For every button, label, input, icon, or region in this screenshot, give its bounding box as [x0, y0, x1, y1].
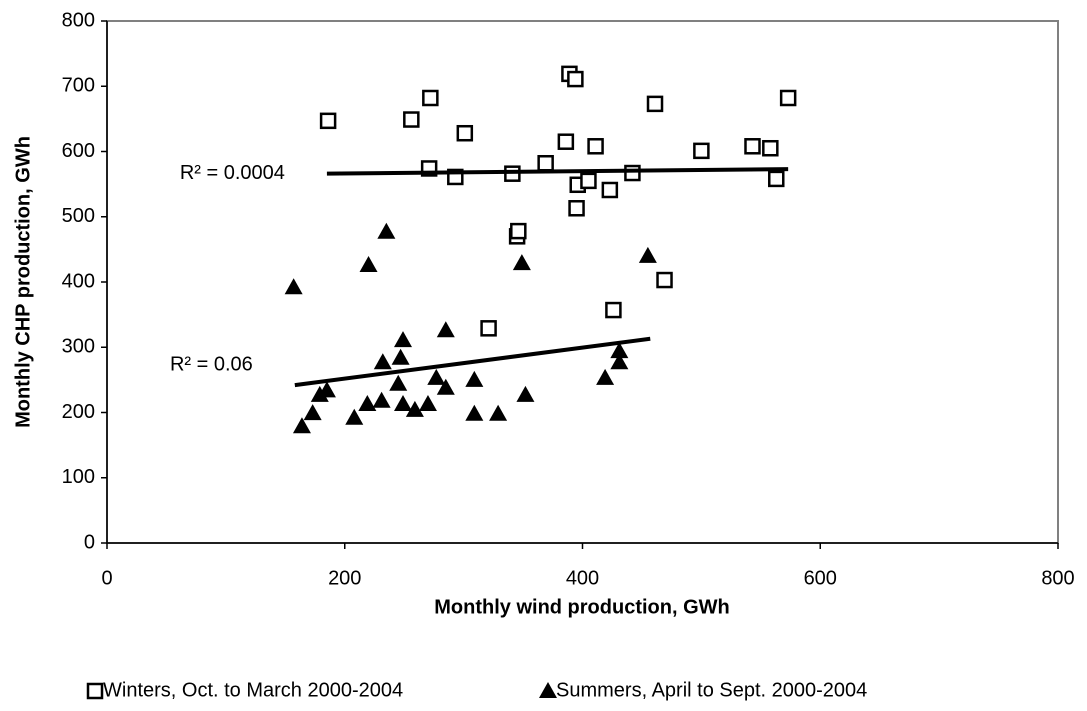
y-tick-label: 600 [62, 140, 95, 162]
point [436, 378, 455, 395]
x-tick-label: 600 [804, 567, 837, 589]
point [762, 139, 779, 157]
plot-border [106, 20, 1059, 544]
point [317, 381, 336, 398]
point [693, 142, 710, 160]
point [373, 353, 392, 370]
point [557, 133, 575, 150]
point [436, 321, 455, 338]
point [391, 348, 410, 365]
point [768, 170, 785, 188]
x-tick-label: 800 [1041, 567, 1074, 589]
point [624, 164, 641, 182]
y-tick-label: 300 [62, 336, 95, 358]
x-tick-label: 400 [566, 567, 599, 589]
point [427, 368, 446, 385]
point [596, 368, 615, 385]
y-tick-label: 500 [62, 205, 95, 227]
x-tick-label: 200 [328, 567, 361, 589]
point [393, 395, 412, 412]
point [744, 138, 761, 155]
point [537, 154, 554, 172]
point [403, 111, 420, 128]
point [319, 112, 337, 130]
y-tick-label: 700 [62, 75, 95, 97]
point [389, 374, 408, 391]
point [510, 222, 527, 240]
point [292, 417, 311, 434]
x-axis-title: Monthly wind production, GWh [434, 596, 730, 618]
legend-marker [86, 682, 104, 700]
trend-line [294, 336, 651, 388]
point [377, 222, 396, 239]
point [587, 138, 604, 155]
point [393, 331, 412, 348]
point [610, 353, 629, 370]
point [456, 124, 474, 142]
y-tick-label: 0 [84, 531, 95, 553]
r2-label: R² = 0.0004 [180, 162, 285, 184]
y-tick-label: 200 [62, 401, 95, 423]
legend-label: Summers, April to Sept. 2000-2004 [556, 679, 867, 701]
point [465, 404, 484, 421]
y-tick-label: 800 [62, 9, 95, 31]
point [779, 89, 797, 107]
point [418, 395, 437, 412]
point [656, 271, 673, 289]
point [601, 181, 619, 199]
point [580, 172, 597, 190]
legend-marker [539, 682, 557, 698]
y-tick-label: 100 [62, 466, 95, 488]
point [465, 370, 484, 387]
trend-line [326, 167, 789, 176]
point [422, 89, 439, 107]
point [284, 278, 303, 295]
point [345, 408, 364, 425]
r2-label: R² = 0.06 [170, 353, 253, 375]
point [638, 246, 657, 263]
point [310, 385, 329, 402]
point [516, 385, 535, 402]
point [512, 254, 531, 271]
point [610, 342, 629, 359]
legend-label: Winters, Oct. to March 2000-2004 [103, 679, 403, 701]
point [480, 320, 497, 337]
point [568, 200, 585, 217]
x-tick-label: 0 [101, 567, 112, 589]
point [567, 70, 584, 88]
point [359, 256, 378, 273]
point [358, 395, 377, 412]
y-tick-label: 400 [62, 270, 95, 292]
point [489, 404, 508, 421]
y-axis-title: Monthly CHP production, GWh [12, 136, 34, 428]
point [646, 95, 664, 113]
point [605, 301, 622, 319]
point [405, 400, 424, 417]
point [303, 404, 322, 421]
point [372, 391, 391, 408]
